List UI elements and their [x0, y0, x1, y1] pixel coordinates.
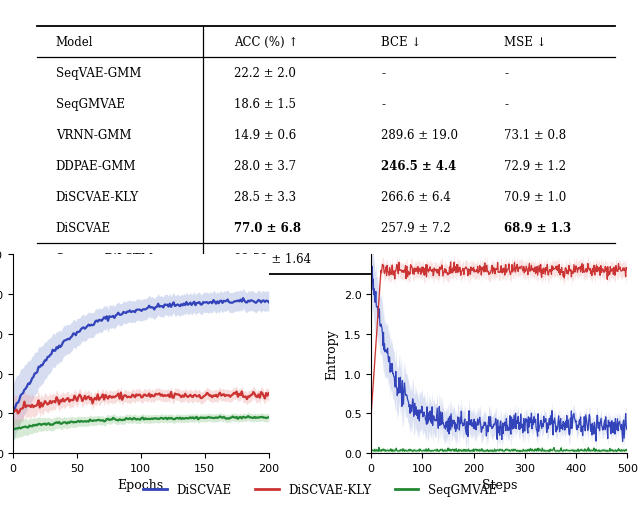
Text: DiSCVAE-KLY: DiSCVAE-KLY [56, 190, 139, 204]
X-axis label: Steps: Steps [481, 478, 517, 491]
Text: MSE ↓: MSE ↓ [504, 36, 547, 49]
Text: -: - [381, 98, 385, 111]
Text: 92.59 ± 1.64: 92.59 ± 1.64 [234, 252, 311, 266]
Text: 246.5 ± 4.4: 246.5 ± 4.4 [381, 160, 457, 173]
Text: 73.1 ± 0.8: 73.1 ± 0.8 [504, 129, 566, 142]
Text: -: - [504, 98, 508, 111]
Text: Model: Model [56, 36, 93, 49]
Text: VRNN-GMM: VRNN-GMM [56, 129, 131, 142]
Text: 77.0 ± 6.8: 77.0 ± 6.8 [234, 221, 301, 235]
Text: ACC (%) ↑: ACC (%) ↑ [234, 36, 298, 49]
Text: BCE ↓: BCE ↓ [381, 36, 422, 49]
Text: -: - [381, 67, 385, 80]
Text: DDPAE-GMM: DDPAE-GMM [56, 160, 136, 173]
Legend: DiSCVAE, DiSCVAE-KLY, SeqGMVAE: DiSCVAE, DiSCVAE-KLY, SeqGMVAE [138, 478, 502, 500]
Text: SeqVAE-GMM: SeqVAE-GMM [56, 67, 141, 80]
Text: -: - [504, 67, 508, 80]
Text: SeqGMVAE: SeqGMVAE [56, 98, 125, 111]
Text: 18.6 ± 1.5: 18.6 ± 1.5 [234, 98, 296, 111]
Text: 68.9 ± 1.3: 68.9 ± 1.3 [504, 221, 572, 235]
Text: -: - [504, 252, 508, 266]
Text: -: - [381, 252, 385, 266]
Text: 257.9 ± 7.2: 257.9 ± 7.2 [381, 221, 451, 235]
Text: 289.6 ± 19.0: 289.6 ± 19.0 [381, 129, 458, 142]
Text: 72.9 ± 1.2: 72.9 ± 1.2 [504, 160, 566, 173]
Text: DiSCVAE: DiSCVAE [56, 221, 111, 235]
X-axis label: Epochs: Epochs [118, 478, 164, 491]
Text: 70.9 ± 1.0: 70.9 ± 1.0 [504, 190, 566, 204]
Text: 28.0 ± 3.7: 28.0 ± 3.7 [234, 160, 296, 173]
Text: 22.2 ± 2.0: 22.2 ± 2.0 [234, 67, 296, 80]
Text: 14.9 ± 0.6: 14.9 ± 0.6 [234, 129, 296, 142]
Text: 266.6 ± 6.4: 266.6 ± 6.4 [381, 190, 451, 204]
Text: 28.5 ± 3.3: 28.5 ± 3.3 [234, 190, 296, 204]
Y-axis label: Entropy: Entropy [325, 329, 338, 379]
Text: Superv. BiLSTM: Superv. BiLSTM [56, 252, 153, 266]
